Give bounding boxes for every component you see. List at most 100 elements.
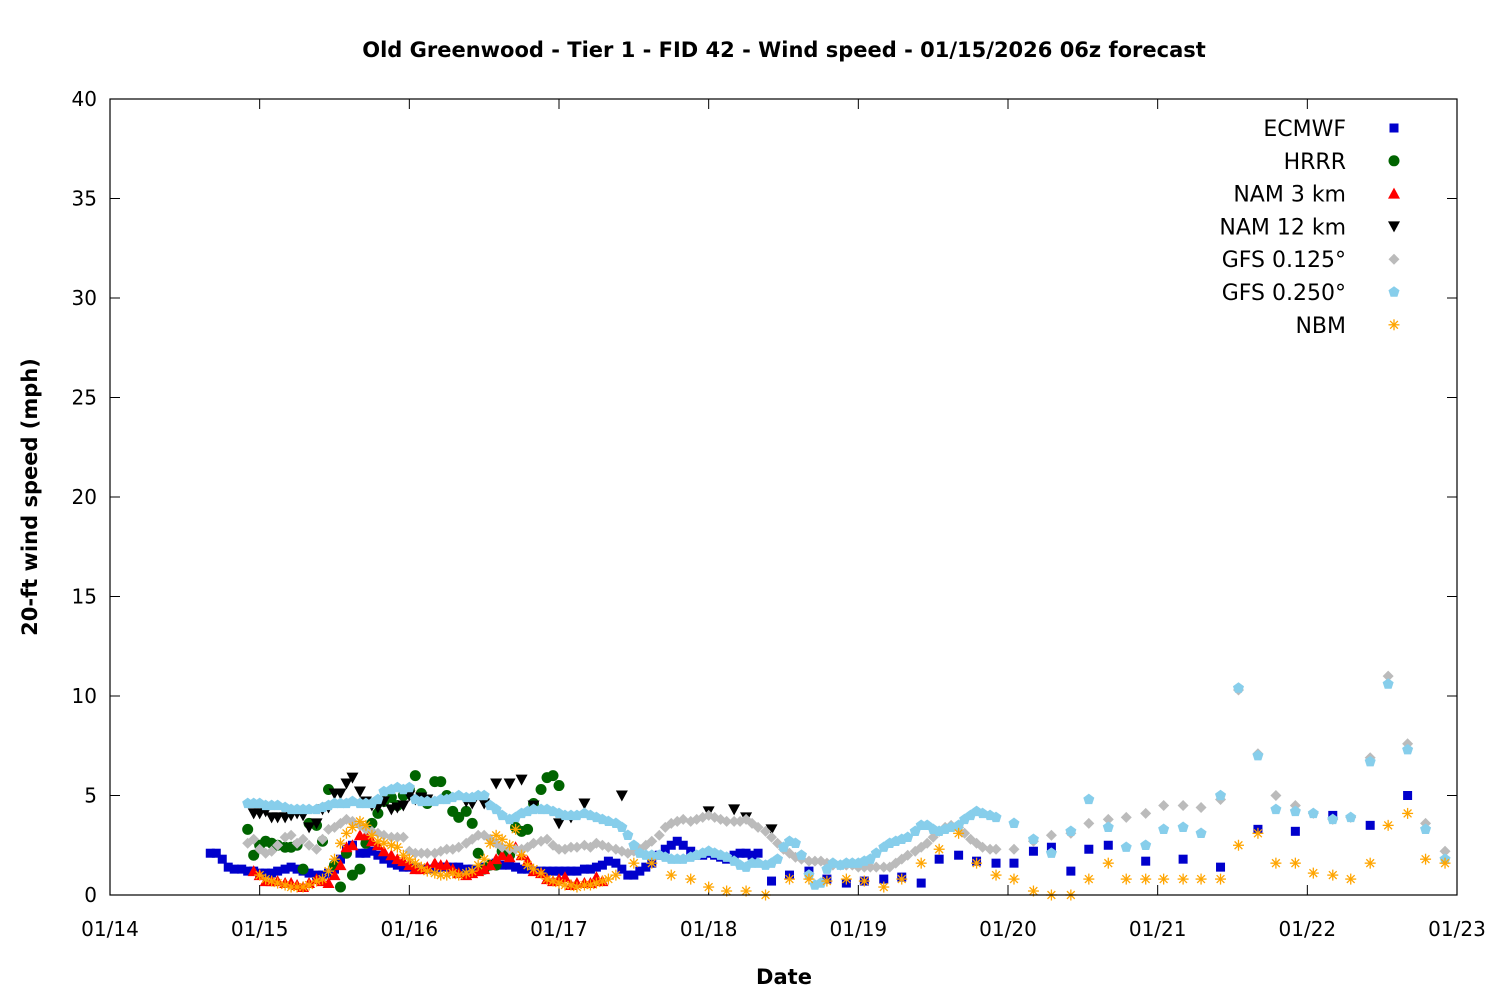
data-point (497, 860, 507, 870)
chart-title: Old Greenwood - Tier 1 - FID 42 - Wind s… (362, 38, 1206, 62)
legend-marker (1388, 187, 1400, 199)
y-tick-label: 5 (84, 784, 97, 808)
data-point (635, 866, 645, 876)
data-point (565, 841, 577, 853)
data-point (535, 784, 547, 796)
data-point (272, 877, 284, 889)
data-point (248, 833, 260, 845)
data-point (310, 818, 323, 830)
y-tick-label: 20 (72, 485, 97, 509)
data-point (272, 839, 284, 851)
data-point (585, 864, 595, 874)
data-point (1345, 811, 1357, 823)
data-point (878, 881, 890, 893)
data-point (735, 848, 745, 858)
data-point (478, 789, 490, 801)
data-point (211, 848, 221, 858)
data-point (1083, 873, 1095, 885)
legend-marker (1388, 286, 1400, 297)
data-point (334, 788, 347, 800)
data-point (1140, 839, 1152, 850)
x-tick-label: 01/14 (81, 917, 139, 941)
data-point (505, 860, 515, 870)
data-point (366, 817, 378, 829)
data-point (535, 867, 547, 879)
data-point (421, 865, 433, 877)
data-point (346, 869, 358, 881)
data-point (672, 836, 682, 846)
data-point (409, 857, 421, 869)
data-point (1345, 873, 1357, 885)
data-point (542, 866, 552, 876)
data-point (803, 873, 815, 885)
data-point (453, 869, 465, 881)
data-point (1439, 857, 1451, 869)
data-point (297, 863, 309, 875)
data-point (1252, 749, 1264, 761)
data-point (803, 855, 815, 867)
data-point (728, 804, 741, 816)
data-point (1364, 857, 1376, 869)
data-point (686, 846, 696, 856)
data-point (1270, 790, 1282, 801)
data-point (840, 873, 852, 885)
data-point (1066, 866, 1076, 876)
data-point (1195, 801, 1207, 813)
data-point (766, 831, 778, 843)
data-point (386, 858, 396, 868)
data-point (317, 873, 329, 885)
data-point (571, 881, 583, 893)
data-point (522, 823, 534, 835)
data-point (528, 863, 540, 875)
series-nbm (254, 807, 1451, 901)
y-tick-label: 0 (84, 883, 97, 907)
data-point (421, 847, 433, 859)
data-point (205, 848, 215, 858)
data-point (602, 873, 614, 885)
data-point (990, 869, 1002, 881)
data-point (767, 876, 777, 886)
data-point (379, 854, 389, 864)
data-point (628, 857, 640, 869)
y-tick-label: 15 (72, 585, 97, 609)
data-point (503, 851, 516, 863)
data-point (870, 861, 882, 873)
data-point (1045, 847, 1057, 858)
data-point (340, 778, 353, 790)
data-point (660, 844, 670, 854)
data-point (292, 864, 302, 874)
data-point (334, 881, 346, 893)
y-axis-title: 20-ft wind speed (mph) (18, 358, 42, 636)
data-point (933, 843, 945, 855)
data-point (478, 798, 491, 810)
data-point (1008, 873, 1020, 885)
data-point (322, 877, 335, 889)
data-point (915, 857, 927, 869)
data-point (360, 819, 372, 831)
data-point (765, 824, 778, 836)
data-point (304, 868, 314, 878)
data-point (1083, 817, 1095, 829)
legend-label: GFS 0.125° (1222, 248, 1346, 273)
data-point (286, 862, 296, 872)
data-point (504, 839, 516, 851)
data-point (496, 833, 508, 845)
data-point (622, 829, 634, 840)
data-point (1403, 791, 1413, 800)
data-point (747, 850, 757, 860)
data-point (1290, 826, 1300, 836)
data-point (373, 850, 383, 860)
data-point (1008, 817, 1020, 829)
legend-marker (1388, 221, 1400, 233)
data-point (516, 849, 528, 861)
data-point (858, 875, 870, 887)
data-point (578, 798, 591, 810)
data-point (616, 821, 628, 833)
data-point (391, 841, 403, 853)
data-point (490, 829, 502, 841)
data-point (646, 835, 658, 847)
data-point (971, 857, 983, 869)
data-point (579, 864, 589, 874)
data-point (267, 868, 277, 878)
data-point (478, 853, 490, 865)
